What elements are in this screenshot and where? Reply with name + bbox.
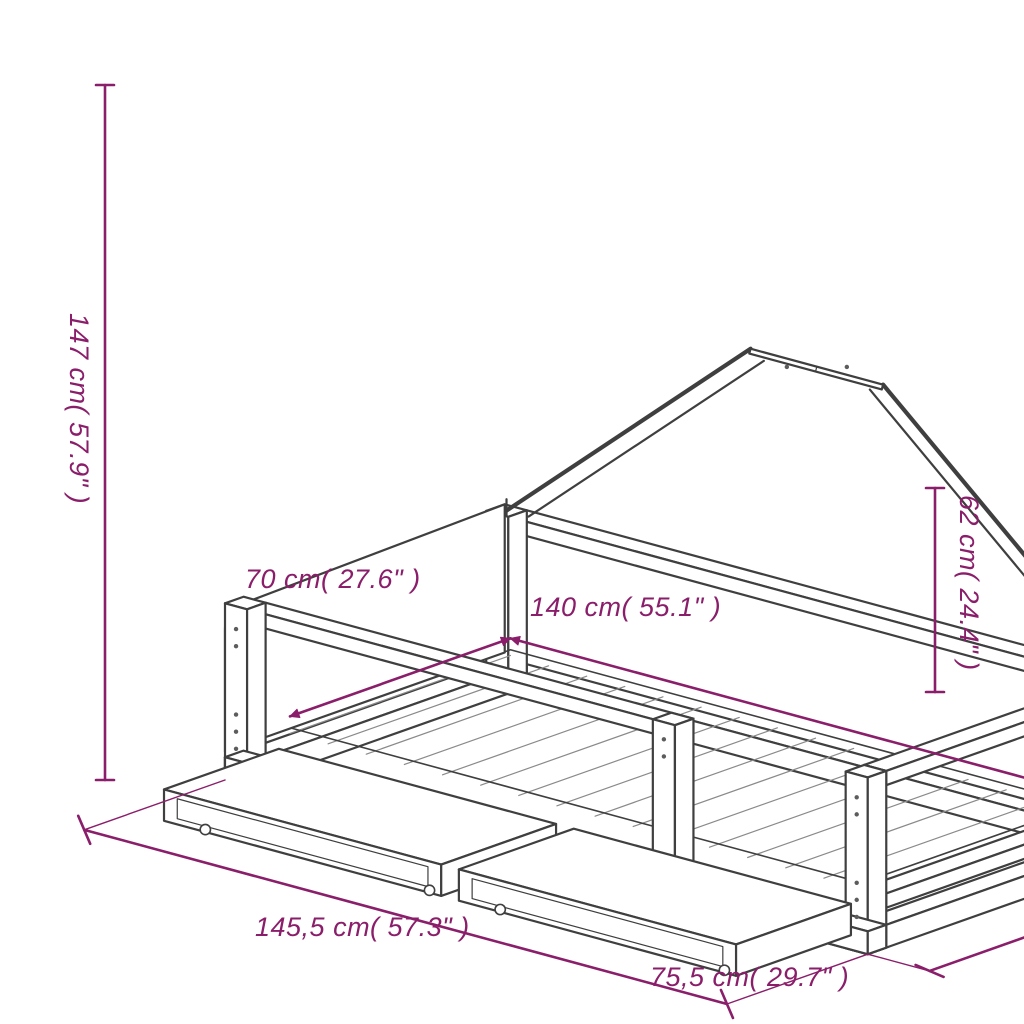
dimension-label: 62 cm( 24.4" ) (953, 495, 984, 671)
dimension-label: 70 cm( 27.6" ) (245, 564, 421, 595)
dimension-label: 75,5 cm( 29.7" ) (650, 962, 849, 993)
dimension-label: 145,5 cm( 57.3" ) (255, 912, 470, 943)
dimension-label: 147 cm( 57.9" ) (63, 313, 94, 504)
product-dimension-diagram (0, 0, 1024, 1024)
dimension-label: 140 cm( 55.1" ) (530, 592, 721, 623)
